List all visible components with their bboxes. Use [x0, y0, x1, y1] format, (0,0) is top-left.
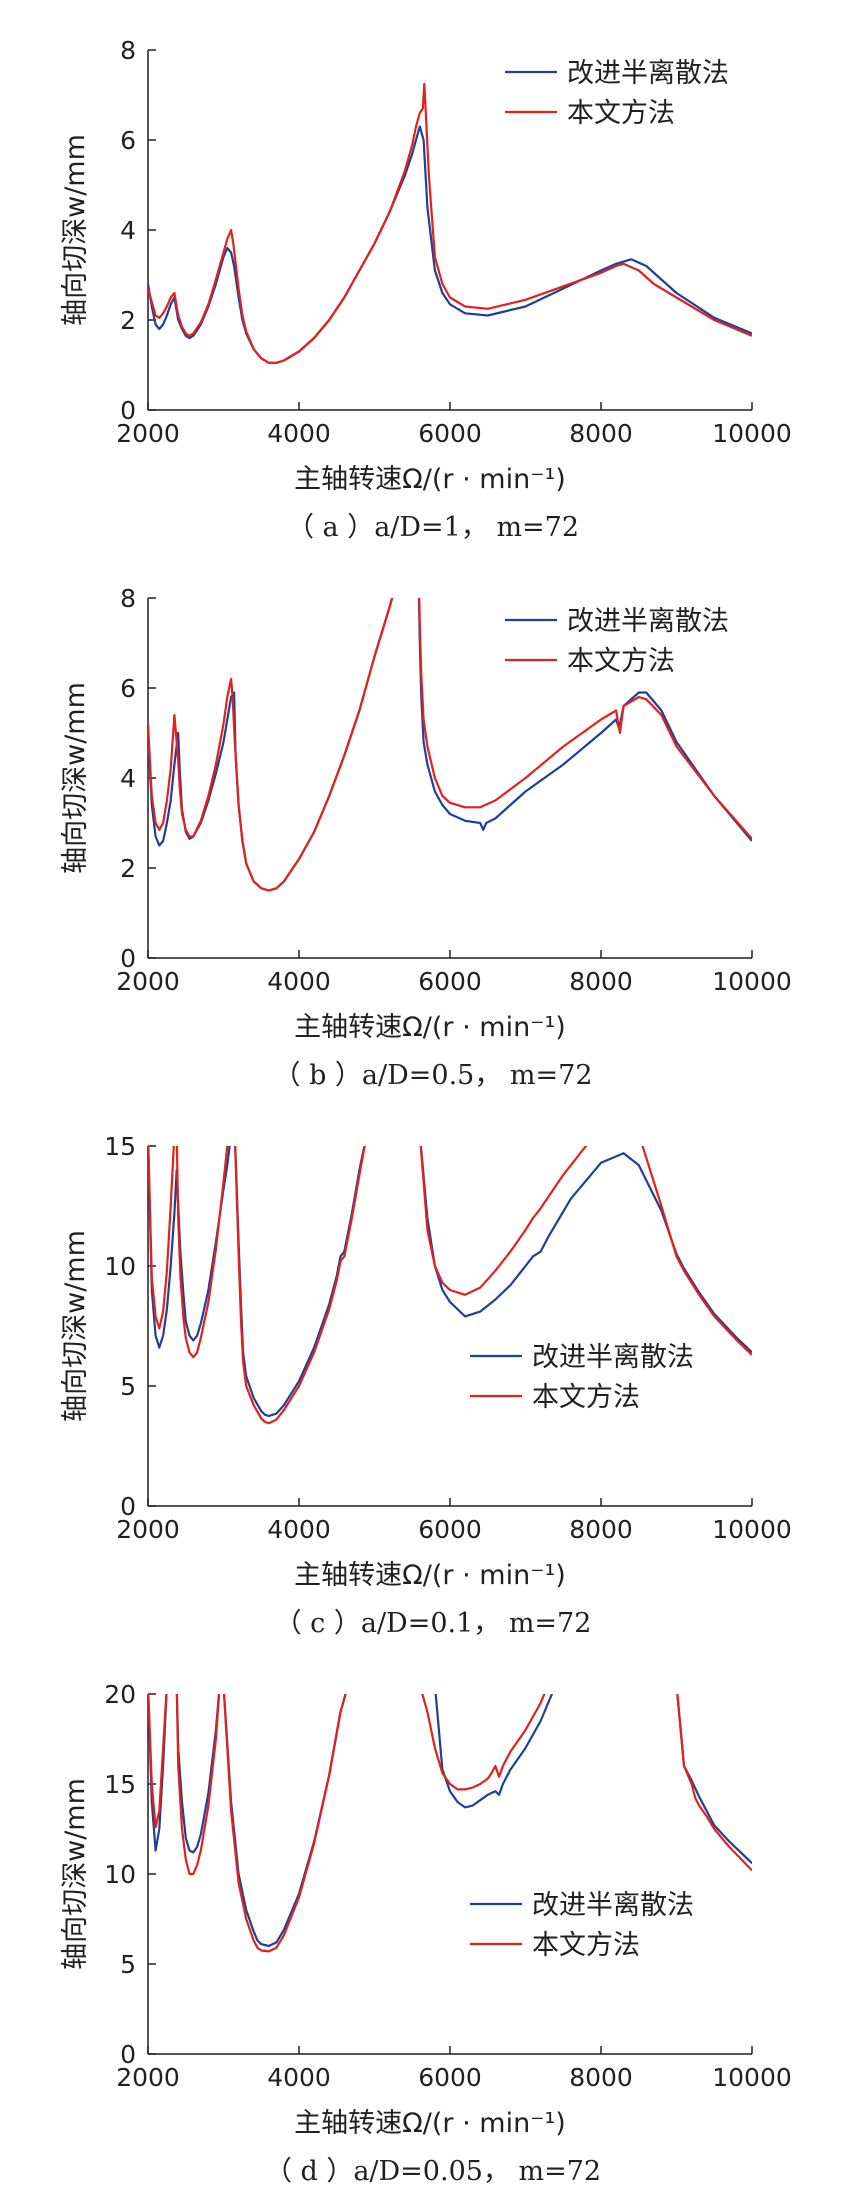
x-axis-label: 主轴转速Ω/(r · min⁻¹) [294, 1560, 566, 1591]
y-tick-label: 6 [120, 126, 136, 155]
legend-label: 本文方法 [567, 98, 675, 129]
x-tick-label: 10000 [712, 1515, 792, 1544]
series-group [148, 1146, 752, 1425]
chart-panel-b: 2000 4000 6000 8000 10000 0 2 4 6 8 轴向切深w/mm 主轴转速Ω/… [0, 548, 866, 1093]
y-axis-label: 轴向切深w/mm [60, 682, 91, 874]
x-tick-label: 8000 [569, 1515, 633, 1544]
series-line-proposed-method [148, 82, 752, 364]
x-tick-label: 4000 [267, 419, 331, 448]
y-axis-label: 轴向切深w/mm [60, 1230, 91, 1422]
y-tick-label: 0 [120, 2040, 136, 2069]
y-axis-label: 轴向切深w/mm [60, 134, 91, 326]
y-tick-label: 2 [120, 306, 136, 335]
series-line-improved-semi-discretization [148, 1694, 752, 1948]
y-tick-label: 2 [120, 854, 136, 883]
series-line-proposed-method [148, 1146, 752, 1425]
legend-label: 本文方法 [567, 646, 675, 677]
x-tick-label: 8000 [569, 2063, 633, 2092]
series-line-proposed-method [148, 598, 752, 892]
series-group [148, 1694, 752, 1953]
x-tick-label: 4000 [267, 2063, 331, 2092]
chart-svg-c: 2000 4000 6000 8000 10000 0 5 10 15 轴向切深w/mm 主轴转速Ω… [60, 1132, 792, 1591]
series-line-improved-semi-discretization [148, 125, 752, 364]
y-tick-label: 10 [104, 1860, 136, 1889]
chart-panel-a: 2000 4000 6000 8000 10000 0 2 4 6 8 轴向切深w/mm 主轴转速Ω/… [0, 0, 866, 545]
x-tick-label: 10000 [712, 419, 792, 448]
x-tick-label: 4000 [267, 967, 331, 996]
chart-panel-d: 2000 4000 6000 8000 10000 0 5 10 15 20 轴向切深w/mm 主轴转… [0, 1644, 866, 2194]
legend-label: 本文方法 [532, 1930, 640, 1961]
y-tick-label: 0 [120, 396, 136, 425]
caption-a: （ a ）a/D=1， m=72 [286, 512, 580, 543]
legend-label: 改进半离散法 [567, 606, 729, 637]
series-group [148, 82, 752, 364]
x-tick-label: 2000 [116, 2063, 180, 2092]
chart-svg-d: 2000 4000 6000 8000 10000 0 5 10 15 20 轴向切深w/mm 主轴转… [60, 1680, 792, 2139]
caption-c: （ c ）a/D=0.1， m=72 [274, 1608, 592, 1639]
series-line-proposed-method [148, 1694, 752, 1953]
legend-label: 本文方法 [532, 1382, 640, 1413]
x-tick-label: 6000 [418, 967, 482, 996]
y-tick-label: 20 [104, 1680, 136, 1709]
y-tick-label: 15 [104, 1770, 136, 1799]
x-tick-label: 8000 [569, 967, 633, 996]
chart-svg-a: 2000 4000 6000 8000 10000 0 2 4 6 8 轴向切深w/mm 主轴转速Ω/… [60, 36, 792, 495]
series-group [148, 598, 752, 892]
legend-label: 改进半离散法 [532, 1342, 694, 1373]
y-tick-label: 5 [120, 1372, 136, 1401]
legend-label: 改进半离散法 [532, 1890, 694, 1921]
x-tick-label: 4000 [267, 1515, 331, 1544]
y-tick-label: 8 [120, 584, 136, 613]
y-axis-label: 轴向切深w/mm [60, 1778, 91, 1970]
chart-panel-c: 2000 4000 6000 8000 10000 0 5 10 15 轴向切深w/mm 主轴转速Ω… [0, 1096, 866, 1641]
x-tick-label: 2000 [116, 1515, 180, 1544]
y-tick-label: 0 [120, 1492, 136, 1521]
x-tick-label: 2000 [116, 419, 180, 448]
legend-label: 改进半离散法 [567, 58, 729, 89]
x-axis-label: 主轴转速Ω/(r · min⁻¹) [294, 464, 566, 495]
y-tick-label: 0 [120, 944, 136, 973]
y-tick-label: 5 [120, 1950, 136, 1979]
x-tick-label: 10000 [712, 967, 792, 996]
x-tick-label: 6000 [418, 419, 482, 448]
caption-d: （ d ）a/D=0.05， m=72 [264, 2156, 602, 2187]
x-axis-label: 主轴转速Ω/(r · min⁻¹) [294, 2108, 566, 2139]
x-tick-label: 6000 [418, 1515, 482, 1544]
x-tick-label: 10000 [712, 2063, 792, 2092]
caption-b: （ b ）a/D=0.5， m=72 [273, 1060, 593, 1091]
series-line-improved-semi-discretization [148, 598, 752, 892]
x-tick-label: 6000 [418, 2063, 482, 2092]
y-tick-label: 4 [120, 216, 136, 245]
y-tick-label: 15 [104, 1132, 136, 1161]
y-tick-label: 10 [104, 1252, 136, 1281]
series-line-improved-semi-discretization [148, 1146, 752, 1418]
y-tick-label: 6 [120, 674, 136, 703]
y-tick-label: 8 [120, 36, 136, 65]
y-tick-label: 4 [120, 764, 136, 793]
chart-svg-b: 2000 4000 6000 8000 10000 0 2 4 6 8 轴向切深w/mm 主轴转速Ω/… [60, 584, 792, 1043]
x-tick-label: 2000 [116, 967, 180, 996]
x-axis-label: 主轴转速Ω/(r · min⁻¹) [294, 1012, 566, 1043]
x-tick-label: 8000 [569, 419, 633, 448]
